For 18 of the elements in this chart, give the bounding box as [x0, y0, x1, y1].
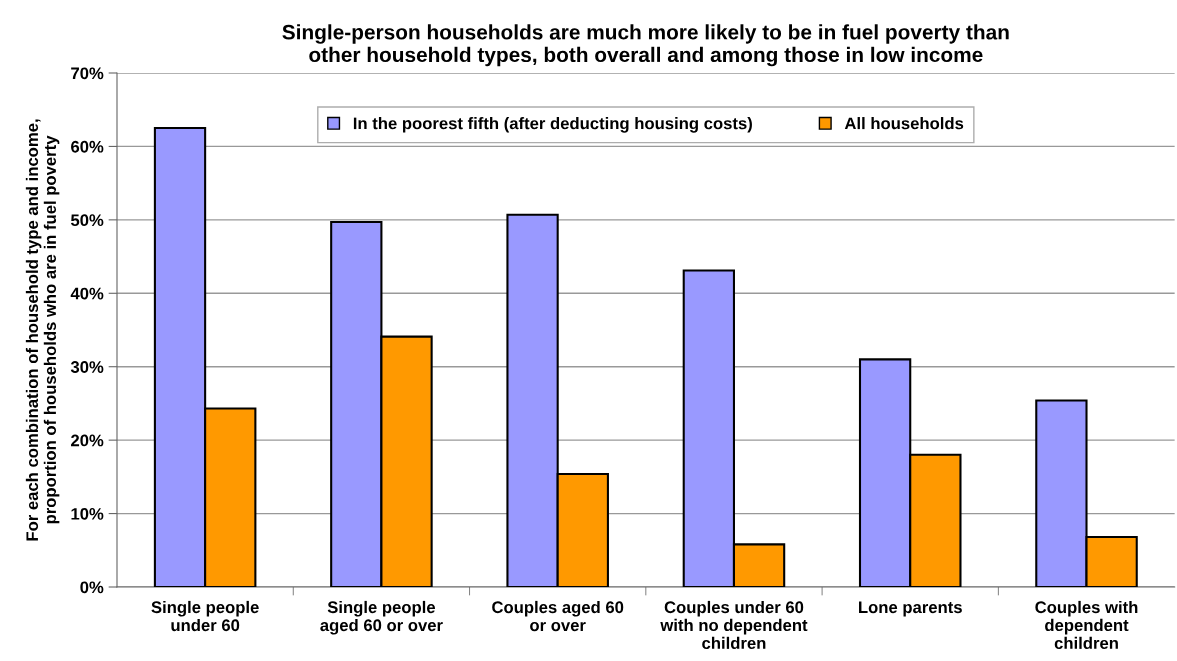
y-tick-label: 50%	[70, 214, 104, 227]
y-tick-label: 20%	[71, 434, 104, 447]
y-tick-label: 70%	[71, 67, 104, 80]
y-tick-label: 0%	[80, 581, 104, 594]
legend-label: All households	[844, 117, 964, 130]
x-tick-label: Couples with dependent children	[1035, 600, 1138, 650]
y-tick-label: 40%	[70, 287, 104, 300]
x-tick-label: Couples under 60 with no dependent children	[660, 600, 808, 650]
chart-title: Single-person households are much more likely to be in fuel poverty than other household types, both overall and among those in low income	[282, 24, 1009, 67]
y-axis-title: For each combination of household type and income, proportion of households who are in fuel poverty	[25, 119, 60, 541]
x-tick-label: Single people under 60	[151, 600, 259, 632]
y-tick-label: 60%	[71, 140, 104, 153]
x-tick-label: Single people aged 60 or over	[320, 600, 443, 635]
y-tick-label: 30%	[70, 361, 104, 373]
legend-label: In the poorest fifth (after deducting housing costs)	[353, 117, 752, 133]
x-tick-label: Couples aged 60 or over	[492, 600, 624, 632]
x-tick-label: Lone parents	[859, 601, 962, 617]
y-tick-label: 10%	[71, 507, 104, 520]
